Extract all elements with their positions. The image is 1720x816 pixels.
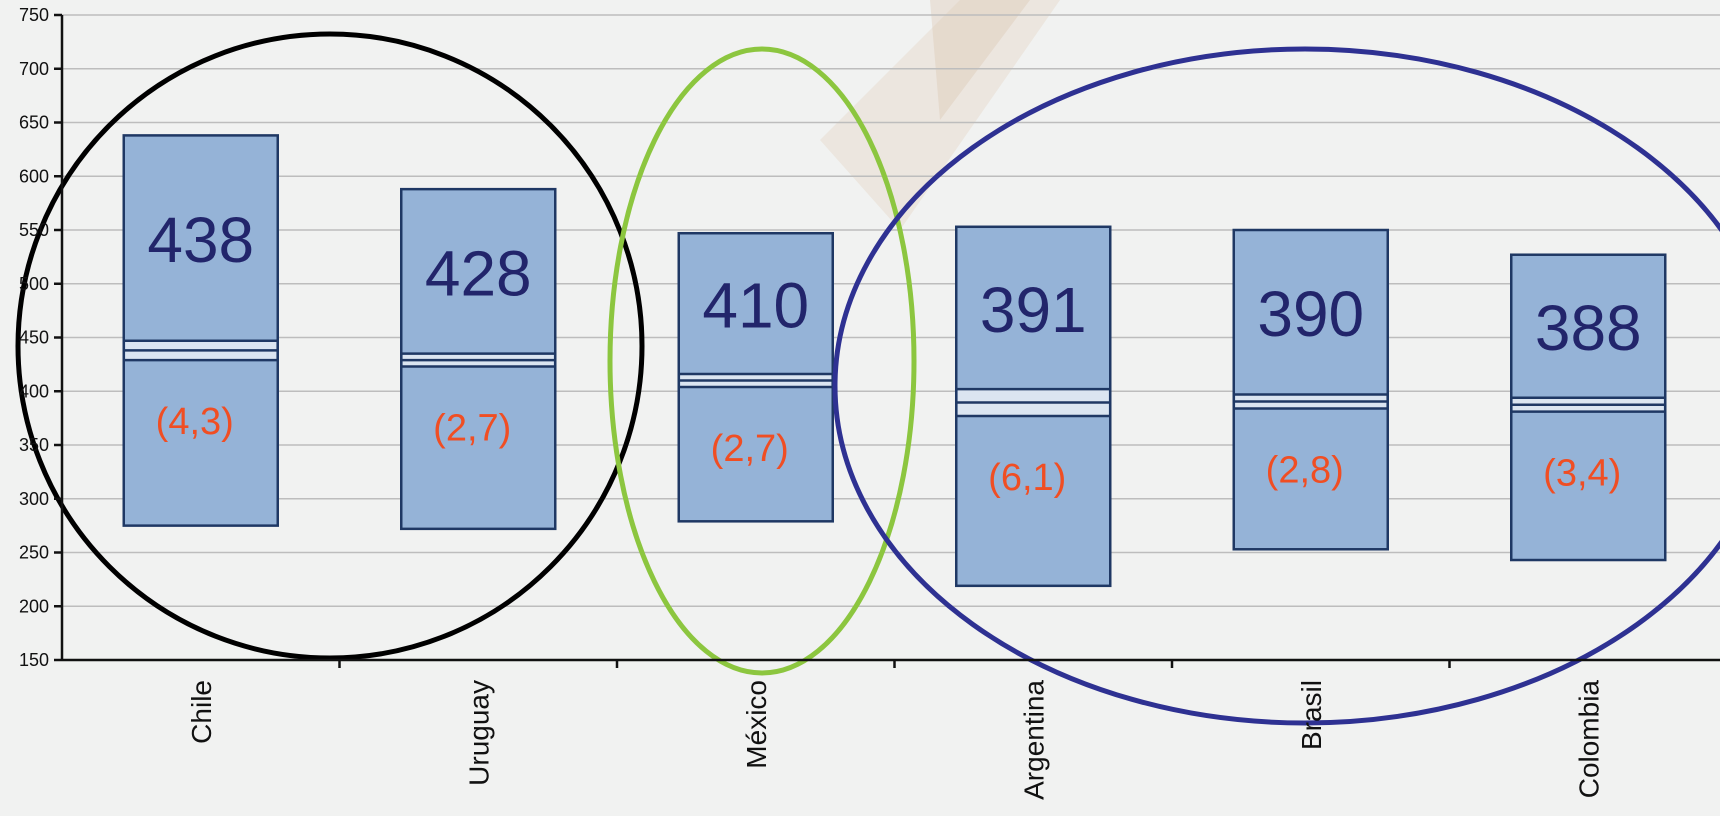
se-label: (3,4)	[1543, 453, 1621, 495]
y-tick-label: 500	[19, 274, 49, 294]
se-label: (4,3)	[156, 401, 234, 443]
mean-label: 428	[425, 237, 532, 309]
box-group-uruguay: 428 (2,7)	[400, 187, 557, 531]
mean-label: 388	[1535, 292, 1642, 364]
x-axis-ticks: Chile Uruguay México Argentina Brasil Colombi…	[186, 660, 1604, 800]
category-label-méxico: México	[741, 680, 772, 769]
mean-label: 410	[702, 270, 809, 342]
mean-label: 438	[147, 204, 254, 276]
y-tick-label: 300	[19, 489, 49, 509]
y-tick-label: 400	[19, 381, 49, 401]
mean-label: 391	[980, 274, 1087, 346]
box-rect	[1232, 228, 1389, 551]
group-ellipse-2	[607, 46, 917, 676]
se-label: (2,7)	[711, 428, 789, 470]
y-tick-label: 450	[19, 328, 49, 348]
y-tick-label: 650	[19, 113, 49, 133]
category-label-colombia: Colombia	[1573, 680, 1604, 799]
y-tick-label: 250	[19, 543, 49, 563]
y-tick-label: 200	[19, 596, 49, 616]
box-rect	[122, 134, 279, 527]
se-label: (6,1)	[988, 457, 1066, 499]
box-group-argentina: 391 (6,1)	[955, 225, 1112, 588]
group-ellipse-3	[832, 46, 1720, 726]
y-tick-label: 550	[19, 220, 49, 240]
y-tick-label: 150	[19, 650, 49, 670]
mean-label: 390	[1257, 278, 1364, 350]
se-label: (2,8)	[1266, 449, 1344, 491]
se-label: (2,7)	[433, 408, 511, 450]
y-tick-label: 750	[19, 5, 49, 25]
y-axis-ticks: 150 200 250 300 350 400 450 500 550 600 650 700 750	[19, 5, 62, 670]
group-ellipses	[15, 31, 1720, 726]
pencil-shape	[820, 0, 1060, 230]
category-label-uruguay: Uruguay	[463, 680, 494, 786]
y-tick-label: 350	[19, 435, 49, 455]
group-ellipse-1	[15, 31, 645, 661]
boxes: 438 (4,3) 428 (2,7) 410 (2,7) 391 (6,1) 390 (2,8)…	[122, 134, 1667, 588]
category-label-brasil: Brasil	[1296, 680, 1327, 750]
category-label-argentina: Argentina	[1018, 680, 1049, 800]
box-group-chile: 438 (4,3)	[122, 134, 279, 527]
y-tick-label: 600	[19, 166, 49, 186]
category-label-chile: Chile	[186, 680, 217, 744]
y-tick-label: 700	[19, 59, 49, 79]
pencil-shade	[930, 0, 1030, 120]
box-group-brasil: 390 (2,8)	[1232, 228, 1389, 551]
box-group-colombia: 388 (3,4)	[1510, 253, 1667, 562]
box-group-méxico: 410 (2,7)	[677, 231, 834, 523]
